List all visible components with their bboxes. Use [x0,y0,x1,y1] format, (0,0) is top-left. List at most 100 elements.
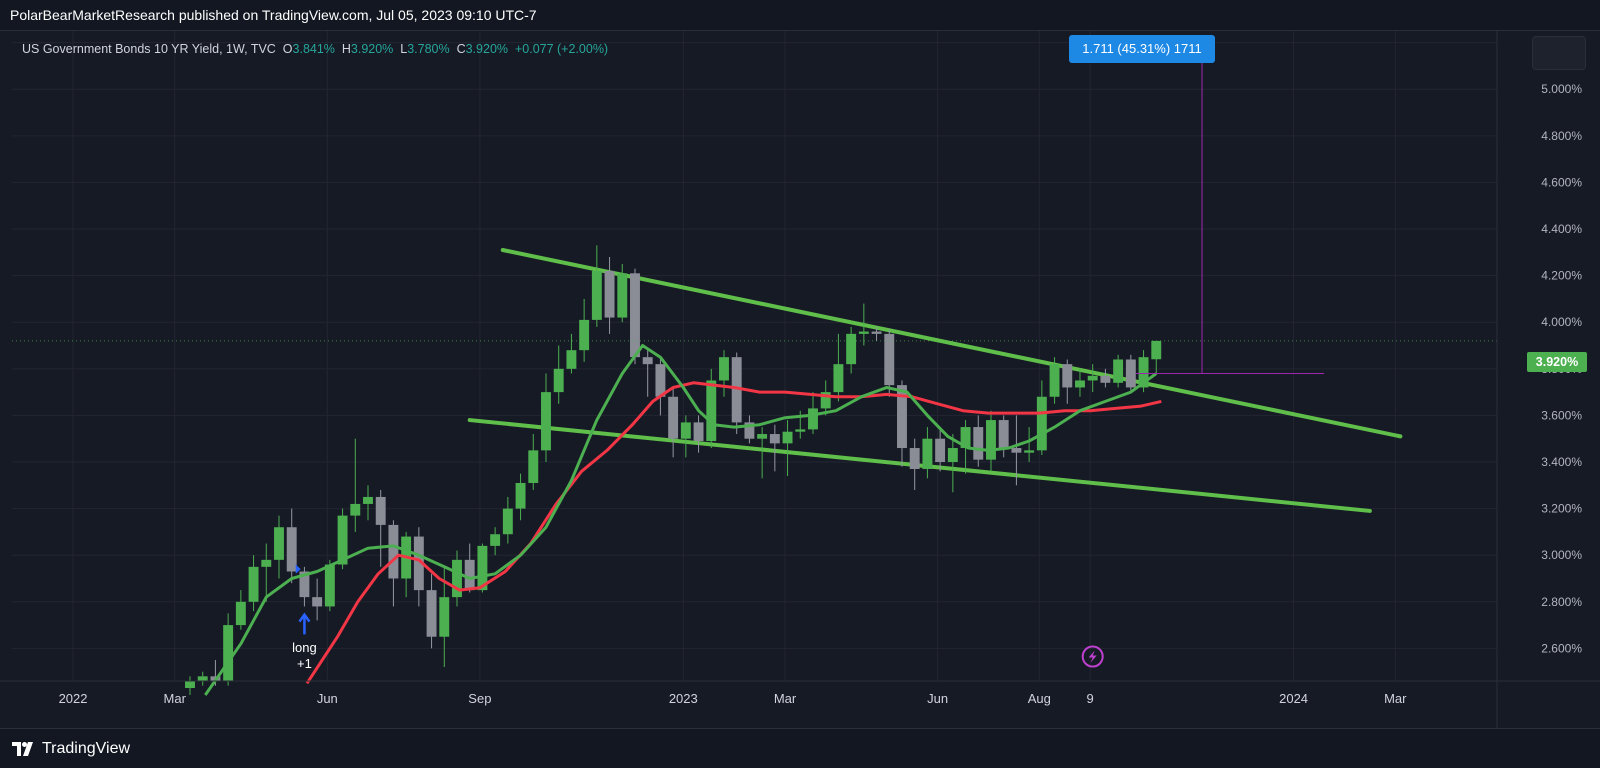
symbol-legend: US Government Bonds 10 YR Yield, 1W, TVC… [22,42,608,56]
footer: TradingView [0,728,1600,768]
candle [833,333,844,402]
candle [630,268,640,365]
candle [604,256,615,334]
measure-badge[interactable]: 1.711 (45.31%) 1711 [1069,35,1215,63]
candle [706,368,717,449]
candle-body [986,420,996,460]
candle-body [591,270,602,320]
chart-area[interactable]: long+1 5.200%5.000%4.800%4.600%4.400%4.2… [0,30,1600,729]
candle-body [235,601,246,626]
tradingview-logo-icon [12,742,33,756]
candle-body [795,429,806,432]
candle [312,578,323,621]
legend-change: +0.077 (+2.00%) [514,42,609,56]
trendline [500,247,1403,439]
candle-body [630,273,640,358]
signal-marker-icon [295,564,301,574]
candle-body [490,534,501,546]
candle-body [897,385,907,449]
y-tick-label: 3.200% [1541,502,1582,516]
candle-body [1075,380,1085,388]
candle-body [312,597,323,607]
y-tick-label: 2.600% [1541,641,1582,655]
candle [248,555,259,612]
candle-body [324,564,335,607]
plot-background [0,31,1600,681]
candle [617,263,628,323]
candle-body [502,508,513,535]
candle [947,434,958,493]
scale-settings-button[interactable] [1532,36,1586,70]
legend-high-value: 3.920% [350,42,394,56]
candle [642,347,653,397]
candle [871,326,882,341]
publisher-header: PolarBearMarketResearch published on Tra… [0,0,1600,30]
chart-svg[interactable]: long+1 5.200%5.000%4.800%4.600%4.400%4.2… [0,31,1600,729]
candle-body [973,427,984,460]
y-tick-label: 2.800% [1541,595,1582,609]
candle-body [1062,364,1073,388]
candle-body [1011,448,1022,453]
x-tick-label: Sep [468,691,491,706]
candle-body [477,545,488,591]
candle-body [604,270,615,318]
tradingview-logo[interactable]: TradingView [12,739,130,759]
legend-close-value: 3.920% [465,42,509,56]
candle-body [947,448,958,463]
candle [235,590,246,630]
candle-body [1049,364,1060,397]
legend-close-label: C [456,42,466,56]
candle-body [185,681,195,688]
candle [541,373,551,463]
candle-body [1100,375,1111,383]
candle [477,543,488,593]
candle-body [833,364,844,393]
sma-fast-line [204,344,1158,696]
candle-body [998,420,1009,449]
lightning-bolt-icon [1088,650,1097,663]
candle [375,489,386,567]
candle [185,676,195,695]
candle-body [413,536,424,591]
candle-body [668,396,679,439]
candle [566,333,577,374]
candle [680,415,691,458]
y-tick-label: 4.800% [1541,129,1582,143]
candle [1011,415,1022,486]
candle-body [1151,340,1162,360]
candle [363,485,373,521]
legend-high-label: H [341,42,351,56]
trendline [467,418,1372,513]
candle [884,329,895,397]
candle [973,415,984,467]
candle-body [426,590,437,637]
candle-body [655,364,666,397]
candle-body [693,422,704,442]
last-price-tag: 3.920% [1527,352,1587,372]
candle-body [1113,359,1124,383]
sma-slow-line [305,381,1162,685]
candle [1075,368,1085,397]
candle-body [579,319,590,351]
candle [1138,350,1149,393]
candle [668,387,679,458]
lightning-event-icon [1081,645,1104,668]
candle [502,496,513,544]
candle [1087,364,1098,393]
candle [579,298,590,362]
candle [858,303,869,346]
candle-body [1138,357,1149,388]
legend-open-value: 3.841% [292,42,335,56]
candle-body [960,427,971,449]
candle [464,543,475,593]
candle [274,515,284,579]
x-tick-label: 2023 [669,691,698,706]
candle-body [820,392,831,409]
long-signal-count: +1 [297,656,312,671]
candle [935,427,946,472]
candle-body [274,527,284,560]
candle-body [299,571,310,598]
candle [261,543,272,602]
x-tick-label: 2024 [1279,691,1308,706]
candle [426,573,437,649]
